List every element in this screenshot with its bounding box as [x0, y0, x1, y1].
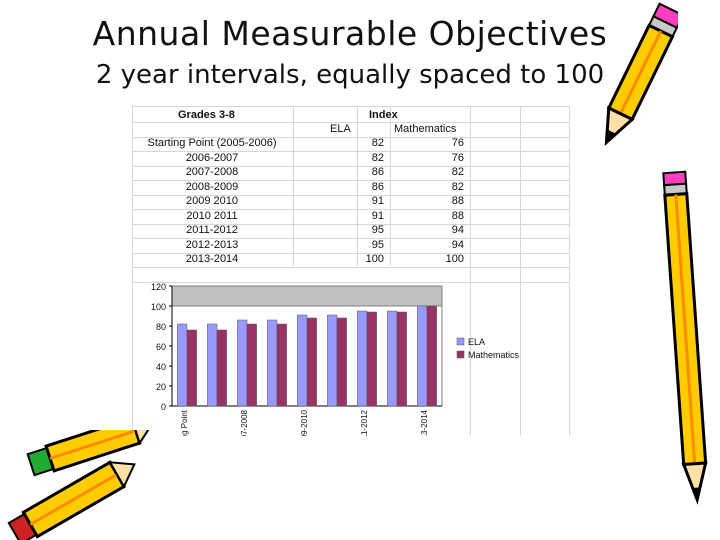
- legend-swatch: [456, 337, 465, 346]
- legend-label: ELA: [468, 337, 485, 347]
- bar-mathematics: [216, 329, 227, 407]
- table-cell-ela: 100: [365, 253, 384, 265]
- bar-ela: [207, 323, 218, 407]
- grid-line: [470, 106, 471, 436]
- bar-ela: [387, 310, 398, 407]
- table-row-label: 2012-2013: [185, 238, 239, 251]
- slide-subtitle: 2 year intervals, equally spaced to 100: [95, 60, 605, 90]
- bar-mathematics: [336, 317, 347, 407]
- pencil-icon: [662, 170, 708, 505]
- bar-mathematics: [426, 305, 437, 407]
- table-cell-math: 100: [445, 253, 464, 265]
- table-cell-math: 88: [451, 209, 464, 222]
- grid-line: [520, 106, 521, 436]
- legend-swatch: [456, 350, 465, 359]
- grid-line: [132, 122, 570, 123]
- table-cell-math: 88: [451, 195, 464, 207]
- slide-title: Annual Measurable Objectives: [92, 14, 608, 53]
- grid-line: [132, 106, 570, 107]
- y-tick-label: 60: [156, 342, 166, 352]
- y-tick-label: 20: [156, 382, 166, 392]
- y-tick-label: 80: [156, 322, 166, 332]
- table-cell-math: 82: [451, 180, 464, 193]
- column-header-math: Mathematics: [394, 123, 457, 135]
- bar-mathematics: [396, 311, 407, 407]
- bar-ela: [297, 314, 308, 407]
- bar-ela: [417, 305, 428, 407]
- bar-mathematics: [306, 317, 317, 407]
- grid-line: [132, 223, 570, 225]
- table-row-label: 2007-2008: [185, 166, 239, 178]
- table-cell-ela: 95: [371, 224, 384, 236]
- table-row-label: 2009 2010: [186, 195, 238, 207]
- grid-line: [390, 106, 391, 266]
- bar-ela: [357, 310, 368, 407]
- table-cell-ela: 91: [371, 209, 384, 222]
- bar-ela: [267, 319, 278, 407]
- grid-line: [132, 180, 570, 181]
- legend-label: Mathematics: [468, 350, 520, 360]
- table-row-label: 2013-2014: [185, 253, 239, 265]
- table-row-label: 2010 2011: [186, 209, 238, 222]
- table-cell-ela: 86: [371, 166, 384, 178]
- table-cell-math: 94: [451, 238, 464, 251]
- table-cell-math: 76: [451, 137, 464, 149]
- x-tick-label: 2007-2008: [240, 409, 249, 436]
- column-header-ela: ELA: [330, 123, 351, 135]
- table-cell-ela: 86: [371, 180, 384, 193]
- table-cell-ela: 82: [371, 137, 384, 149]
- table-cell-math: 76: [451, 151, 464, 164]
- grid-line: [132, 209, 570, 210]
- spreadsheet-embed: Grades 3-8 Index ELA Mathematics Startin…: [132, 106, 570, 436]
- y-tick-label: 40: [156, 362, 166, 372]
- pencil-icon: [604, 2, 678, 147]
- table-index-header: Index: [369, 109, 398, 121]
- x-tick-label: 2013-2014: [420, 409, 429, 436]
- grid-line: [569, 106, 570, 436]
- bar-ela: [237, 319, 248, 407]
- grid-line: [132, 252, 570, 254]
- bar-chart: 0 20 40 60 80 100 120 Starting Point 2007-2008 20…: [151, 282, 520, 436]
- table-row-label: 2006-2007: [185, 151, 239, 164]
- x-tick-label: Starting Point: [180, 409, 189, 436]
- grid-line: [293, 106, 294, 266]
- grid-line: [132, 238, 570, 239]
- plot-wall: [171, 285, 443, 307]
- bar-mathematics: [366, 311, 377, 407]
- table-cell-math: 94: [451, 224, 464, 236]
- grid-line: [132, 194, 570, 196]
- bar-ela: [177, 323, 188, 407]
- table-cell-ela: 82: [371, 151, 384, 164]
- grid-line: [132, 106, 133, 436]
- table-cell-math: 82: [451, 166, 464, 178]
- x-tick-label: 2009-2010: [300, 409, 309, 436]
- grid-line: [132, 165, 570, 167]
- grid-line: [132, 151, 570, 152]
- bar-mathematics: [186, 329, 197, 407]
- table-row-label: 2008-2009: [185, 180, 239, 193]
- grid-line: [132, 267, 570, 268]
- grid-line: [132, 281, 570, 283]
- table-cell-ela: 91: [371, 195, 384, 207]
- y-tick-label: 100: [151, 302, 166, 312]
- y-tick-label: 120: [151, 282, 166, 292]
- table-row-label: Starting Point (2005-2006): [147, 137, 277, 149]
- pencil-icon: [7, 430, 153, 540]
- grid-line: [357, 106, 358, 266]
- table-group-header: Grades 3-8: [178, 109, 235, 121]
- y-tick-label: 0: [161, 402, 166, 412]
- table-row-label: 2011-2012: [186, 224, 238, 236]
- bar-mathematics: [246, 323, 257, 407]
- grid-line: [132, 136, 570, 138]
- x-tick-label: 2011-2012: [360, 409, 369, 436]
- table-cell-ela: 95: [371, 238, 384, 251]
- bar-mathematics: [276, 323, 287, 407]
- bar-ela: [327, 314, 338, 407]
